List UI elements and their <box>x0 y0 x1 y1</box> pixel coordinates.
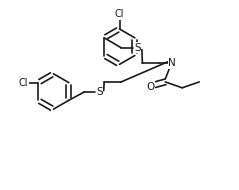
Text: S: S <box>134 43 141 53</box>
Text: Cl: Cl <box>19 78 28 88</box>
Text: S: S <box>96 87 103 97</box>
Text: Cl: Cl <box>115 9 124 19</box>
Text: N: N <box>168 58 176 68</box>
Text: O: O <box>147 82 155 92</box>
